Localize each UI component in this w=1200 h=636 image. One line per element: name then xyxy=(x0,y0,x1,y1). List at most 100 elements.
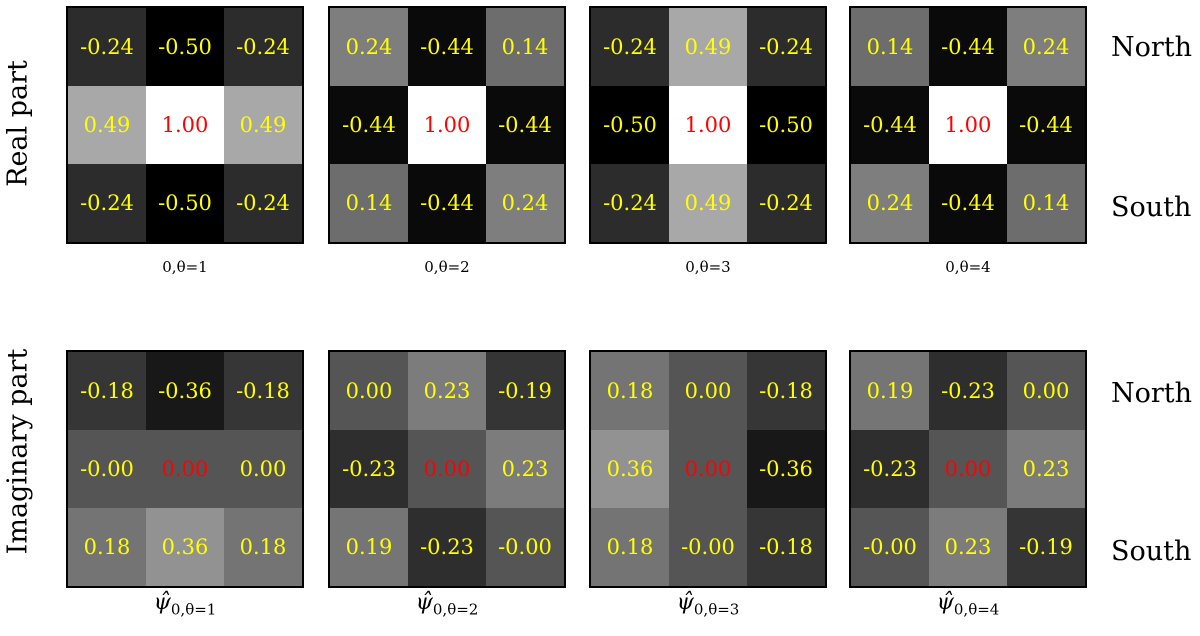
heatmap-cell: -0.44 xyxy=(408,164,486,242)
heatmap-cell: 0.14 xyxy=(486,8,564,86)
heatmap-cell: 0.24 xyxy=(851,164,929,242)
heatmap-cell: 1.00 xyxy=(146,86,224,164)
heatmap-cell: 0.24 xyxy=(1007,8,1085,86)
heatmap-cell: 1.00 xyxy=(669,86,747,164)
heatmap-cell: -0.00 xyxy=(486,508,564,586)
panel-title-subscript: 0,θ=1 xyxy=(170,600,217,619)
heatmap-cell: -0.50 xyxy=(591,86,669,164)
panel-title-main: 0,θ=3 xyxy=(685,258,731,276)
panel-title: ψ̂0,θ=2 xyxy=(328,590,566,618)
heatmap-cell: -0.19 xyxy=(486,352,564,430)
heatmap-cell: -0.23 xyxy=(408,508,486,586)
heatmap-cell: -0.18 xyxy=(747,508,825,586)
heatmap-cell: -0.44 xyxy=(929,164,1007,242)
panel-title-main: ψ̂ xyxy=(415,590,433,615)
heatmap-cell: 0.24 xyxy=(486,164,564,242)
south-label-bottom: South xyxy=(1111,536,1192,567)
panel-title: ψ̂0,θ=1 xyxy=(66,590,304,618)
heatmap-cell: -0.50 xyxy=(747,86,825,164)
heatmap-cell: 0.00 xyxy=(146,430,224,508)
heatmap-cell: -0.44 xyxy=(408,8,486,86)
panel-title-main: ψ̂ xyxy=(676,590,694,615)
heatmap-panel: -0.18 -0.36 -0.18 -0.00 0.00 0.00 0.18 0.36 0.18 xyxy=(66,350,304,588)
panel-title-main: 0,θ=1 xyxy=(162,258,208,276)
heatmap-panel: 0.19 -0.23 0.00 -0.23 0.00 0.23 -0.00 0.23 -0.19 xyxy=(849,350,1087,588)
heatmap-cell: 0.23 xyxy=(408,352,486,430)
panel-title-main: 0,θ=4 xyxy=(945,258,991,276)
heatmap-cell: 0.14 xyxy=(330,164,408,242)
north-label-bottom: North xyxy=(1111,378,1193,409)
heatmap-cell: 0.00 xyxy=(224,430,302,508)
heatmap-cell: 0.18 xyxy=(591,352,669,430)
heatmap-cell: -0.36 xyxy=(747,430,825,508)
heatmap-cell: 0.18 xyxy=(591,508,669,586)
heatmap-cell: 0.19 xyxy=(330,508,408,586)
south-label-top: South xyxy=(1111,192,1192,223)
heatmap-cell: -0.19 xyxy=(1007,508,1085,586)
panel-title-main: 0,θ=2 xyxy=(424,258,470,276)
panel-title-subscript: 0,θ=2 xyxy=(432,600,479,619)
panel-title: 0,θ=3 xyxy=(589,258,827,276)
heatmap-cell: 0.00 xyxy=(929,430,1007,508)
heatmap-cell: 0.36 xyxy=(591,430,669,508)
panel-title-main: ψ̂ xyxy=(153,590,171,615)
heatmap-cell: -0.24 xyxy=(224,164,302,242)
heatmap-cell: -0.24 xyxy=(747,8,825,86)
heatmap-panel: 0.14 -0.44 0.24 -0.44 1.00 -0.44 0.24 -0.44 0.14 xyxy=(849,6,1087,244)
panel-title: ψ̂0,θ=4 xyxy=(849,590,1087,618)
heatmap-panel: 0.18 0.00 -0.18 0.36 0.00 -0.36 0.18 -0.00 -0.18 xyxy=(589,350,827,588)
heatmap-cell: 0.49 xyxy=(224,86,302,164)
heatmap-cell: 0.14 xyxy=(851,8,929,86)
heatmap-cell: -0.24 xyxy=(68,8,146,86)
heatmap-cell: -0.44 xyxy=(486,86,564,164)
panel-title-main: ψ̂ xyxy=(936,590,954,615)
heatmap-cell: 1.00 xyxy=(929,86,1007,164)
heatmap-panel: 0.24 -0.44 0.14 -0.44 1.00 -0.44 0.14 -0.44 0.24 xyxy=(328,6,566,244)
heatmap-cell: -0.24 xyxy=(591,164,669,242)
heatmap-cell: -0.24 xyxy=(68,164,146,242)
heatmap-cell: -0.23 xyxy=(330,430,408,508)
heatmap-cell: -0.50 xyxy=(146,8,224,86)
heatmap-cell: 0.18 xyxy=(224,508,302,586)
heatmap-cell: -0.24 xyxy=(747,164,825,242)
panel-title: 0,θ=1 xyxy=(66,258,304,276)
row-label-imaginary: Imaginary part xyxy=(2,348,34,555)
panel-title: ψ̂0,θ=3 xyxy=(589,590,827,618)
heatmap-cell: 0.24 xyxy=(330,8,408,86)
heatmap-cell: -0.44 xyxy=(330,86,408,164)
heatmap-panel: -0.24 0.49 -0.24 -0.50 1.00 -0.50 -0.24 0.49 -0.… xyxy=(589,6,827,244)
heatmap-cell: -0.24 xyxy=(591,8,669,86)
row-label-real: Real part xyxy=(2,60,34,187)
heatmap-cell: 0.00 xyxy=(669,352,747,430)
panel-title-subscript: 0,θ=3 xyxy=(693,600,740,619)
heatmap-cell: -0.18 xyxy=(224,352,302,430)
heatmap-cell: 0.14 xyxy=(1007,164,1085,242)
heatmap-cell: 0.49 xyxy=(669,164,747,242)
heatmap-cell: -0.36 xyxy=(146,352,224,430)
heatmap-cell: 0.00 xyxy=(1007,352,1085,430)
heatmap-cell: 0.36 xyxy=(146,508,224,586)
heatmap-cell: -0.18 xyxy=(747,352,825,430)
heatmap-cell: -0.00 xyxy=(669,508,747,586)
heatmap-cell: 0.23 xyxy=(486,430,564,508)
heatmap-cell: -0.44 xyxy=(929,8,1007,86)
heatmap-cell: -0.24 xyxy=(224,8,302,86)
heatmap-cell: -0.23 xyxy=(929,352,1007,430)
heatmap-cell: -0.44 xyxy=(1007,86,1085,164)
heatmap-cell: -0.00 xyxy=(68,430,146,508)
heatmap-cell: -0.00 xyxy=(851,508,929,586)
heatmap-cell: -0.50 xyxy=(146,164,224,242)
heatmap-cell: -0.44 xyxy=(851,86,929,164)
heatmap-cell: 0.49 xyxy=(669,8,747,86)
heatmap-cell: 0.00 xyxy=(330,352,408,430)
north-label-top: North xyxy=(1111,32,1193,63)
panel-title: 0,θ=4 xyxy=(849,258,1087,276)
heatmap-cell: 0.23 xyxy=(929,508,1007,586)
heatmap-cell: 0.00 xyxy=(408,430,486,508)
heatmap-cell: 0.00 xyxy=(669,430,747,508)
heatmap-panel: 0.00 0.23 -0.19 -0.23 0.00 0.23 0.19 -0.23 -0.00 xyxy=(328,350,566,588)
heatmap-cell: -0.23 xyxy=(851,430,929,508)
heatmap-cell: 1.00 xyxy=(408,86,486,164)
heatmap-cell: 0.18 xyxy=(68,508,146,586)
heatmap-cell: 0.23 xyxy=(1007,430,1085,508)
